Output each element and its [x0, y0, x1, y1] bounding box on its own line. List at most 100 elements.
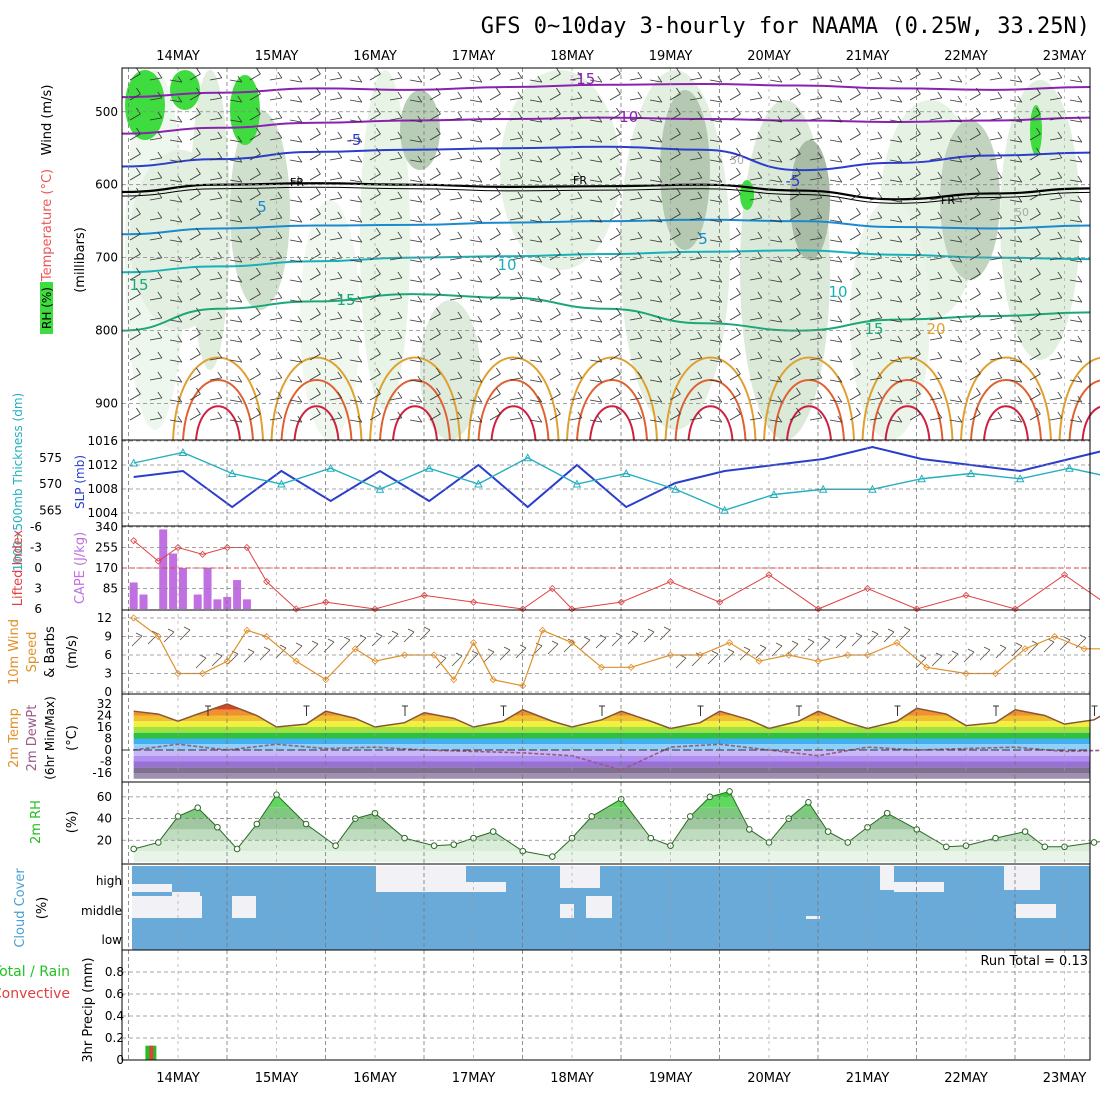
wind-barb: [289, 299, 302, 303]
wind-barb: [749, 237, 762, 241]
li-line: [133, 540, 1100, 610]
wind-barb: [537, 335, 543, 343]
wind-barb: [937, 71, 943, 79]
wind-barb: [983, 646, 991, 651]
wind-barb: [1049, 117, 1062, 121]
rh-axis-label: RH (%): [40, 287, 54, 329]
wind-barb: [556, 407, 561, 415]
wind-barb: [676, 187, 681, 195]
wind-barb: [237, 395, 243, 403]
wind-barb: [1069, 139, 1082, 143]
wind-barb: [697, 231, 703, 239]
wind-barb: [909, 313, 921, 321]
wind-barb: [269, 277, 282, 281]
wind-barb: [436, 287, 441, 295]
wind-barb: [689, 237, 702, 241]
temp-contour-line: [121, 218, 1091, 236]
wind-barb: [157, 411, 163, 419]
wind-barb: [796, 67, 801, 75]
wind-barb: [436, 147, 441, 155]
wind-barb: [457, 311, 463, 319]
wind-barb: [449, 317, 462, 321]
wind-barb: [496, 287, 501, 295]
wind-barb: [949, 179, 962, 183]
wind-speed-point: [1021, 645, 1029, 653]
wind-barb: [417, 255, 423, 263]
wind-barb: [649, 79, 662, 83]
wind-barb: [549, 73, 561, 81]
wind-barb: [796, 107, 801, 115]
wind-barb: [417, 195, 423, 203]
wind-barb: [376, 247, 381, 255]
wind-barb: [177, 135, 183, 143]
wind-barb: [1057, 331, 1063, 339]
wind-barb: [391, 630, 399, 635]
wind-barb: [409, 319, 422, 323]
wind-barb: [189, 253, 201, 261]
wind-barb: [509, 257, 522, 261]
wind-barb: [577, 71, 583, 79]
wind-barb: [669, 373, 681, 381]
wind-barb: [289, 139, 302, 143]
thickness-point: [227, 468, 237, 477]
wind-barb: [736, 287, 741, 295]
wind-speed-point: [568, 639, 576, 647]
temp-units-label: (°C): [65, 725, 80, 751]
wind-barb: [711, 650, 719, 655]
wind-barb: [989, 257, 1002, 261]
wind-barb: [909, 173, 921, 181]
rh-point: [746, 826, 753, 833]
wind-barb: [149, 357, 162, 361]
temp-tick-label: 0: [104, 743, 112, 757]
wind-barb: [676, 107, 681, 115]
wind-barb: [1029, 213, 1041, 221]
wind-barb: [417, 335, 423, 343]
wind-barb: [209, 97, 222, 101]
wind-barb: [136, 307, 141, 315]
wind-barb: [209, 417, 222, 421]
dewpt-axis-label: 2m DewPt: [25, 705, 40, 772]
wind-barb: [897, 175, 903, 183]
wind-barb: [589, 139, 602, 143]
wind-barb: [676, 287, 681, 295]
wind-barb: [196, 247, 201, 255]
wind-barb: [249, 193, 261, 201]
wind-barb: [1009, 99, 1022, 103]
rh-band: [133, 796, 1090, 808]
wind-barb: [997, 351, 1003, 359]
wind-barb: [397, 411, 403, 419]
wind-barb: [837, 155, 843, 163]
wind-barb: [1036, 347, 1041, 355]
wind-barb: [669, 413, 681, 421]
wind-barb: [1077, 295, 1083, 303]
wind-barb: [709, 119, 722, 123]
wind-barb: [837, 355, 843, 363]
wind-barb: [709, 399, 722, 403]
rh-shade: [500, 70, 620, 270]
wind-barb: [469, 179, 482, 183]
wind-barb: [1029, 113, 1041, 121]
precip-tick-label: 0.8: [105, 965, 124, 979]
wind-barb: [397, 331, 403, 339]
wind-barb: [1017, 255, 1023, 263]
wind-barb: [457, 411, 463, 419]
wind-barb: [597, 75, 603, 83]
wind-barb: [169, 119, 182, 123]
wind-barb: [357, 155, 363, 163]
wind-barb: [496, 147, 501, 155]
contour-label: -15: [571, 70, 596, 88]
wind-barb: [657, 215, 663, 223]
wind-barb: [269, 297, 282, 301]
wind-barb: [309, 213, 321, 221]
precip-tick-label: 0.6: [105, 987, 124, 1001]
wind-barb: [659, 629, 671, 641]
wind-barb: [629, 197, 642, 201]
wind-barb: [389, 237, 402, 241]
wind-barb: [183, 626, 191, 631]
wind-barb: [889, 159, 902, 163]
wind-barb: [809, 217, 822, 221]
rh-point: [489, 828, 497, 835]
wind-barb: [517, 291, 523, 299]
wind-barb: [976, 207, 981, 215]
wind-barb: [549, 393, 561, 401]
